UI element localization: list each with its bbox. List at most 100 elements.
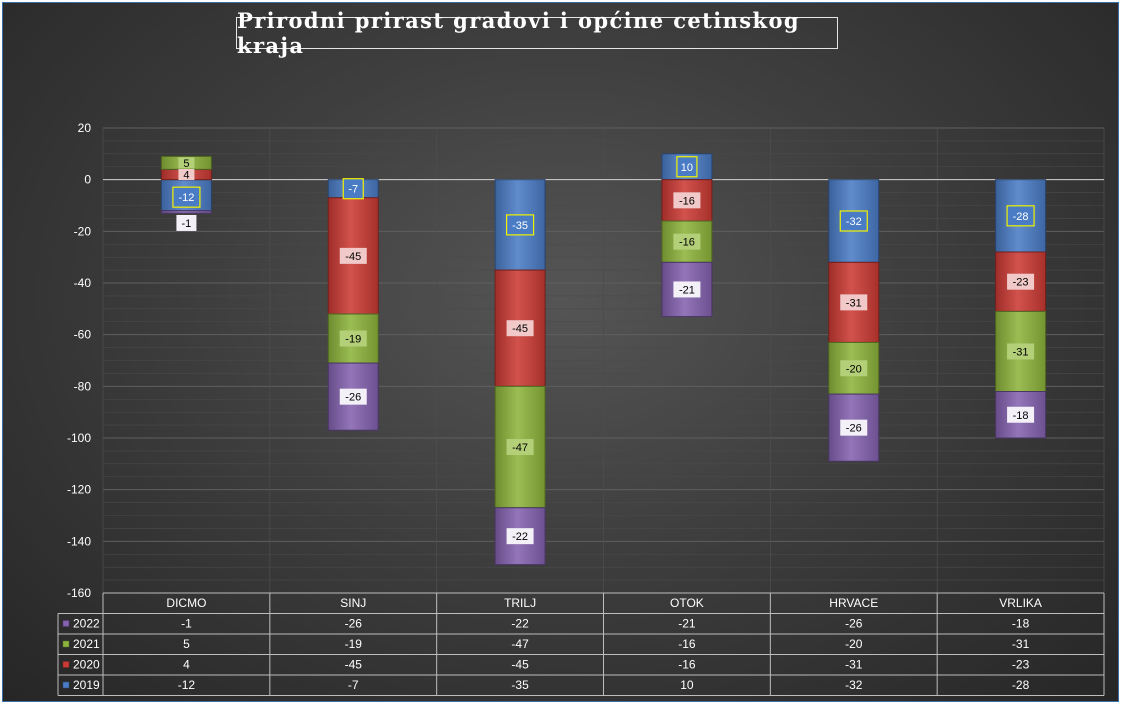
data-label-box [840, 360, 868, 377]
table-cell: 10 [680, 678, 694, 692]
data-label: -45 [512, 323, 528, 335]
data-label-box [840, 419, 868, 436]
table-cell: -22 [511, 617, 529, 631]
data-label-box [676, 156, 698, 178]
legend-label: 2021 [73, 637, 100, 651]
category-label: DICMO [166, 596, 206, 610]
data-label-box [1007, 273, 1035, 290]
data-label: -28 [1013, 211, 1029, 223]
bar-2022-dicmo [160, 210, 212, 214]
data-label: -7 [348, 184, 358, 196]
data-label-box [506, 320, 534, 337]
table-cell: -26 [845, 617, 863, 631]
data-label-box [506, 439, 534, 456]
legend-key-2022 [62, 620, 70, 627]
data-label-box [673, 233, 701, 250]
table-cell: -31 [845, 658, 863, 672]
y-tick-label: -160 [67, 586, 91, 600]
data-label-box [1006, 205, 1035, 227]
y-tick-label: 0 [84, 173, 91, 187]
table-cell: -16 [678, 658, 696, 672]
data-label-box [1007, 343, 1035, 360]
data-label: -31 [846, 297, 862, 309]
table-cell: 5 [183, 637, 190, 651]
table-cell: -18 [1012, 617, 1030, 631]
data-label: -22 [512, 531, 528, 543]
data-label-box [176, 214, 197, 231]
legend-label: 2020 [73, 658, 100, 672]
data-label-box [506, 528, 534, 545]
legend-label: 2022 [73, 617, 100, 631]
bar-2020-hrvace [828, 261, 880, 343]
data-label: 4 [183, 170, 189, 182]
data-label: -20 [846, 363, 862, 375]
y-tick-label: -100 [67, 431, 91, 445]
data-label: -1 [182, 218, 192, 230]
data-label: -12 [178, 192, 194, 204]
y-tick-label: 20 [78, 121, 92, 135]
data-label: -31 [1013, 346, 1029, 358]
data-label-box [839, 210, 868, 232]
data-label: -26 [846, 423, 862, 435]
data-label-box [339, 330, 367, 347]
data-label: -16 [679, 237, 695, 249]
table-cell: -12 [178, 678, 196, 692]
data-label-box [840, 294, 868, 311]
table-cell: -7 [348, 678, 359, 692]
table-cell: -26 [345, 617, 363, 631]
legend-key-2020 [62, 661, 70, 668]
data-label: -26 [345, 392, 361, 404]
category-label: SINJ [340, 596, 366, 610]
data-label-box [172, 186, 201, 208]
stacked-bar-chart: 200-20-40-60-80-100-120-140-160-1245-1-7… [57, 121, 1105, 696]
data-label-box [1007, 406, 1035, 423]
table-cell: -23 [1012, 658, 1030, 672]
data-label-box [505, 214, 535, 236]
data-label: 5 [183, 158, 189, 170]
data-label-box [342, 178, 364, 200]
data-label: -16 [679, 195, 695, 207]
table-cell: -45 [511, 658, 529, 672]
y-tick-label: -40 [74, 276, 92, 290]
data-label: -45 [345, 251, 361, 263]
category-label: VRLIKA [999, 596, 1042, 610]
data-label: -19 [345, 334, 361, 346]
data-label-box [339, 388, 367, 405]
category-label: TRILJ [504, 596, 536, 610]
y-tick-label: -80 [74, 379, 92, 393]
category-label: OTOK [670, 596, 704, 610]
table-cell: -31 [1012, 637, 1030, 651]
table-cell: -20 [845, 637, 863, 651]
data-label: -32 [846, 216, 862, 228]
data-label-box [178, 157, 195, 169]
table-cell: -1 [181, 617, 192, 631]
y-tick-label: -140 [67, 534, 91, 548]
y-tick-label: -20 [74, 224, 92, 238]
data-label: -47 [512, 442, 528, 454]
table-cell: 4 [183, 658, 190, 672]
legend-label: 2019 [73, 678, 100, 692]
data-label-box [178, 169, 195, 180]
table-cell: -19 [345, 637, 363, 651]
table-cell: -45 [345, 658, 363, 672]
category-label: HRVACE [829, 596, 878, 610]
table-cell: -16 [678, 637, 696, 651]
table-cell: -47 [511, 637, 529, 651]
data-label: -23 [1013, 277, 1029, 289]
y-tick-label: -60 [74, 328, 92, 342]
data-label: -21 [679, 284, 695, 296]
table-cell: -28 [1012, 678, 1030, 692]
table-cell: -32 [845, 678, 863, 692]
data-label-box [673, 192, 701, 209]
data-label: -18 [1013, 410, 1029, 422]
data-label: 10 [681, 162, 693, 174]
table-cell: -35 [511, 678, 529, 692]
legend-key-2019 [62, 681, 70, 689]
data-label-box [673, 281, 701, 298]
y-tick-label: -120 [67, 483, 91, 497]
table-cell: -21 [678, 617, 696, 631]
data-label: -35 [512, 220, 528, 232]
legend-key-2021 [62, 640, 70, 648]
data-label-box [339, 247, 367, 264]
